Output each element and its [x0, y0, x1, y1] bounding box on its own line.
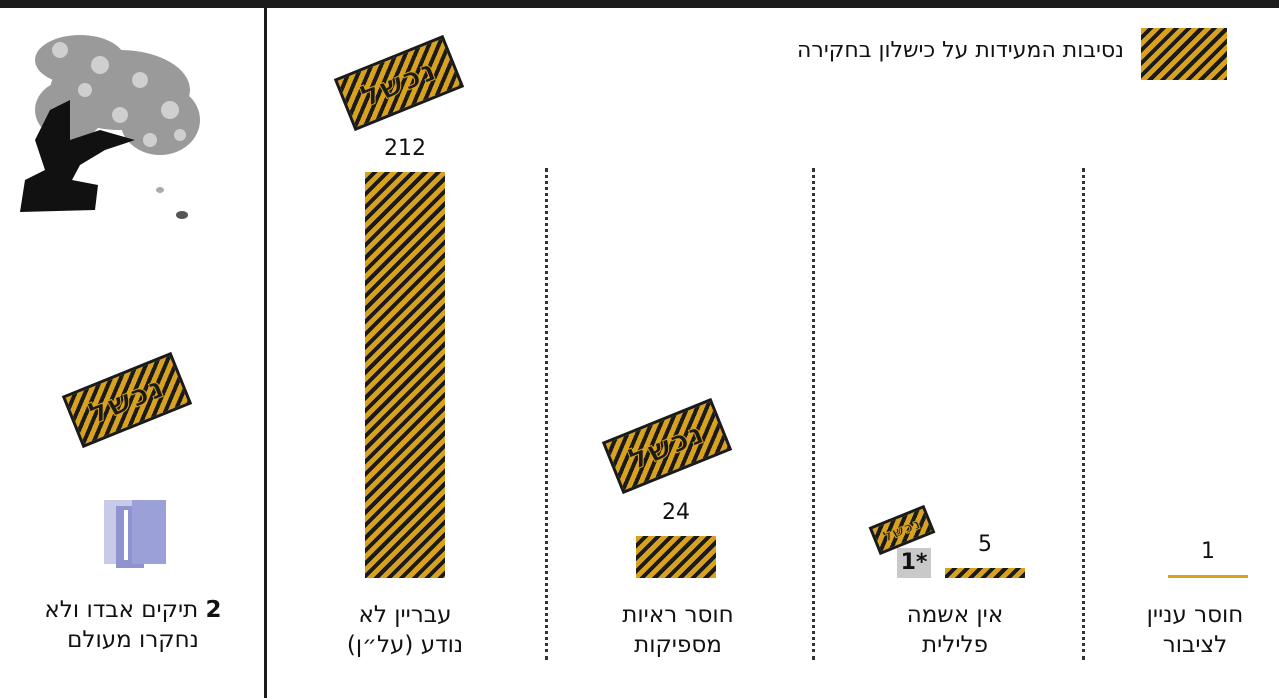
bar-1 — [945, 568, 1025, 578]
documents-icon — [104, 500, 166, 568]
footnote-marker: 1* — [897, 548, 931, 578]
legend-label: נסיבות המעידות על כישלון בחקירה — [797, 38, 1124, 63]
category-label: עבריין לא נודע (על״ן) — [320, 600, 490, 660]
failed-sticker: נכשל — [333, 34, 465, 132]
bar-3 — [365, 172, 445, 578]
category-label: חוסר עניין לציבור — [1115, 600, 1275, 660]
category-separator — [812, 168, 815, 660]
bar-value-label: 5 — [978, 532, 992, 557]
bar-2 — [636, 536, 716, 578]
category-label: חוסר ראיות מספיקות — [593, 600, 763, 660]
top-border — [0, 0, 1279, 8]
bar-value-label: 212 — [384, 136, 426, 161]
failed-sticker-text: נכשל — [355, 51, 443, 115]
failed-sticker-text: נכשל — [623, 414, 711, 478]
lost-files-text: תיקים אבדו ולא נחקרו מעולם — [44, 597, 199, 653]
category-label-line: חוסר עניין — [1146, 602, 1244, 628]
section-divider — [264, 8, 267, 698]
category-label-line: נודע (על״ן) — [346, 632, 464, 658]
failed-sticker-text: נכשל — [83, 368, 171, 432]
category-label-line: עבריין לא — [358, 602, 452, 628]
lost-files-caption: 2 תיקים אבדו ולא נחקרו מעולם — [18, 595, 248, 655]
category-separator — [1082, 168, 1085, 660]
bar-0 — [1168, 575, 1248, 578]
category-label: אין אשמה פלילית — [870, 600, 1040, 660]
legend-swatch — [1141, 28, 1227, 80]
tree-illustration — [20, 35, 200, 219]
category-label-line: אין אשמה — [906, 602, 1004, 628]
category-separator — [545, 168, 548, 660]
category-label-line: לציבור — [1162, 632, 1228, 658]
category-label-line: מספיקות — [634, 632, 722, 658]
failed-sticker: נכשל — [61, 351, 193, 449]
bar-value-label: 1 — [1201, 539, 1215, 564]
bar-value-label: 24 — [662, 500, 690, 525]
failed-sticker-text: נכשל — [880, 514, 925, 547]
category-label-line: חוסר ראיות — [622, 602, 734, 628]
lost-files-count: 2 — [205, 597, 222, 623]
failed-sticker: נכשל — [601, 397, 733, 495]
category-label-line: פלילית — [922, 632, 988, 658]
